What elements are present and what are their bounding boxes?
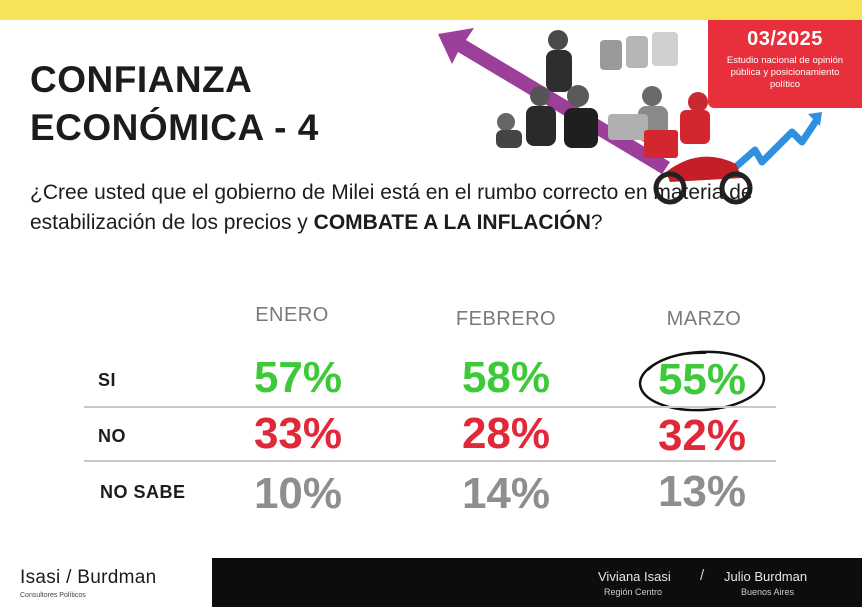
question-emphasis: COMBATE A LA INFLACIÓN [313, 211, 591, 234]
brand-logo: Isasi / Burdman [20, 567, 157, 588]
value-si-marzo: 55% [657, 355, 747, 404]
title-line-2: ECONÓMICA - 4 [30, 107, 319, 148]
row-label-no: NO [98, 426, 126, 446]
brand-area: Isasi / Burdman Consultores Políticos [0, 558, 212, 607]
row-divider [84, 460, 776, 462]
author-name-1: Viviana Isasi [598, 569, 671, 584]
value-si-febrero: 58% [461, 353, 551, 402]
delivery-motorcycle-icon [644, 92, 753, 205]
economy-collage-illustration [438, 28, 822, 205]
row-label-no-sabe: NO SABE [100, 482, 186, 502]
survey-question: ¿Cree usted que el gobierno de Milei est… [30, 178, 770, 238]
question-end: ? [590, 211, 603, 234]
value-no-sabe-marzo: 13% [657, 467, 747, 516]
column-header-marzo: MARZO [666, 308, 742, 330]
value-si-enero: 57% [253, 353, 343, 402]
date-badge: 03/2025 Estudio nacional de opinión públ… [708, 20, 862, 108]
footer-dark-band [212, 558, 862, 607]
value-no-febrero: 28% [461, 409, 551, 458]
value-no-marzo: 32% [657, 411, 747, 460]
question-text: ¿Cree usted que el gobierno de Milei est… [30, 181, 753, 234]
title-line-1: CONFIANZA [30, 59, 253, 100]
study-date: 03/2025 [747, 28, 823, 50]
author-separator: / [700, 567, 705, 584]
row-label-si: SI [98, 370, 117, 390]
value-no-sabe-febrero: 14% [461, 469, 551, 518]
footer: Isasi / Burdman Consultores Políticos Vi… [0, 558, 862, 607]
value-no-sabe-enero: 10% [253, 469, 343, 518]
author-region-2: Buenos Aires [741, 587, 795, 597]
value-no-enero: 33% [253, 409, 343, 458]
brand-subtitle: Consultores Políticos [20, 592, 86, 599]
top-accent-bar [0, 0, 862, 20]
author-name-2: Julio Burdman [724, 569, 808, 584]
study-description: Estudio nacional de opinión pública y po… [726, 55, 844, 90]
page-title: CONFIANZA ECONÓMICA - 4 [30, 56, 319, 152]
column-header-enero: ENERO [255, 304, 329, 326]
blue-arrow-icon [727, 112, 822, 175]
column-header-febrero: FEBRERO [455, 308, 557, 330]
highlight-circle-icon [638, 350, 766, 412]
author-region-1: Región Centro [604, 587, 663, 597]
row-divider [84, 406, 776, 408]
